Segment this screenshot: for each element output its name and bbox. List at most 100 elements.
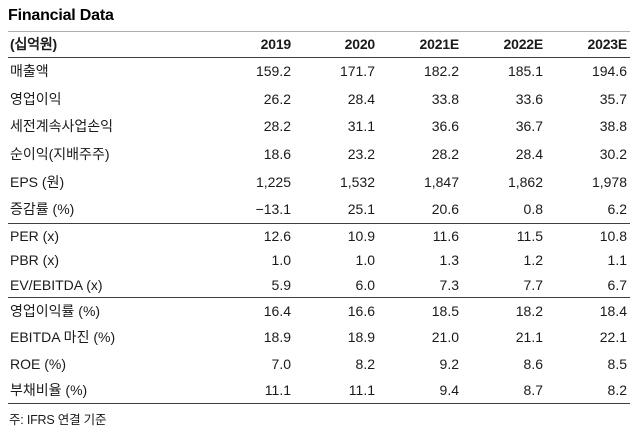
value-cell: 16.6 — [347, 303, 375, 320]
row-label: PER (x) — [10, 227, 59, 244]
financial-table: (십억원) 2019 2020 2021E 2022E 2023E 매출액 15… — [8, 32, 630, 405]
table-body: 매출액 159.2 171.7 182.2 185.1 194.6 영업이익 2… — [8, 57, 630, 405]
value-cell: 185.1 — [507, 63, 543, 80]
value-cell: 20.6 — [378, 195, 462, 224]
unit-label: (십억원) — [8, 32, 210, 58]
table-footnote: 주: IFRS 연결 기준 — [9, 413, 107, 428]
column-header-2020: 2020 — [294, 32, 378, 58]
page-title: Financial Data — [8, 7, 114, 24]
value-cell: 18.9 — [347, 329, 375, 346]
value-cell: 9.2 — [439, 355, 459, 372]
column-header-2021e: 2021E — [378, 32, 462, 58]
table-row-eps: EPS (원) 1,225 1,532 1,847 1,862 1,978 — [8, 168, 630, 196]
value-cell: 1,978 — [591, 173, 627, 190]
value-cell: 23.2 — [347, 145, 375, 162]
table-header: (십억원) 2019 2020 2021E 2022E 2023E — [8, 32, 630, 58]
value-cell: 18.6 — [263, 145, 291, 162]
value-cell: 28.4 — [347, 90, 375, 107]
value-cell: 7.3 — [378, 272, 462, 299]
value-cell: 21.0 — [431, 329, 459, 346]
table-row-pbr: PBR (x) 1.0 1.0 1.3 1.2 1.1 — [8, 248, 630, 273]
value-cell: 8.2 — [546, 377, 630, 405]
row-label: 부채비율 (%) — [8, 377, 210, 405]
row-label: EBITDA 마진 (%) — [10, 329, 116, 346]
value-cell: 182.2 — [423, 63, 459, 80]
value-cell: 8.5 — [607, 355, 627, 372]
value-cell: 18.9 — [263, 329, 291, 346]
value-cell: 30.2 — [599, 145, 627, 162]
row-label: PBR (x) — [10, 252, 59, 269]
value-cell: 10.9 — [347, 227, 375, 244]
value-cell: 25.1 — [294, 195, 378, 224]
table-row-pretax-income: 세전계속사업손익 28.2 31.1 36.6 36.7 38.8 — [8, 112, 630, 140]
row-label: 증감률 (%) — [8, 195, 210, 224]
value-cell: 11.5 — [516, 227, 543, 244]
row-label: EPS (원) — [10, 173, 65, 190]
value-cell: 7.0 — [271, 355, 291, 372]
value-cell: 8.7 — [462, 377, 546, 405]
value-cell: 11.1 — [294, 377, 378, 405]
value-cell: 33.8 — [431, 90, 459, 107]
value-cell: 6.0 — [294, 272, 378, 299]
value-cell: 1.1 — [607, 252, 627, 269]
value-cell: 1,847 — [423, 173, 459, 190]
row-label: 영업이익 — [10, 90, 62, 107]
value-cell: 0.8 — [462, 195, 546, 224]
value-cell: 21.1 — [515, 329, 543, 346]
value-cell: 11.1 — [210, 377, 294, 405]
value-cell: 7.7 — [462, 272, 546, 299]
value-cell: 8.6 — [523, 355, 543, 372]
value-cell: 1.0 — [355, 252, 375, 269]
value-cell: 36.7 — [515, 118, 543, 135]
column-header-2023e: 2023E — [546, 32, 630, 58]
column-header-2019: 2019 — [210, 32, 294, 58]
row-label: 세전계속사업손익 — [10, 118, 114, 135]
value-cell: 1.2 — [523, 252, 543, 269]
value-cell: 35.7 — [599, 90, 627, 107]
table-row-operating-profit: 영업이익 26.2 28.4 33.8 33.6 35.7 — [8, 85, 630, 113]
value-cell: 11.6 — [432, 227, 459, 244]
table-row-roe: ROE (%) 7.0 8.2 9.2 8.6 8.5 — [8, 351, 630, 378]
value-cell: 159.2 — [255, 63, 291, 80]
value-cell: 18.2 — [515, 303, 543, 320]
value-cell: 9.4 — [378, 377, 462, 405]
value-cell: 194.6 — [591, 63, 627, 80]
value-cell: 5.9 — [210, 272, 294, 299]
value-cell: 38.8 — [599, 118, 627, 135]
table-row-ebitda-margin: EBITDA 마진 (%) 18.9 18.9 21.0 21.1 22.1 — [8, 324, 630, 351]
header-row: (십억원) 2019 2020 2021E 2022E 2023E — [8, 32, 630, 58]
column-header-2022e: 2022E — [462, 32, 546, 58]
value-cell: 33.6 — [515, 90, 543, 107]
value-cell: 1,862 — [507, 173, 543, 190]
value-cell: 1.0 — [271, 252, 291, 269]
value-cell: 6.7 — [546, 272, 630, 299]
row-label: 매출액 — [10, 63, 49, 80]
value-cell: 8.2 — [355, 355, 375, 372]
table-row-revenue: 매출액 159.2 171.7 182.2 185.1 194.6 — [8, 57, 630, 85]
value-cell: −13.1 — [210, 195, 294, 224]
value-cell: 26.2 — [263, 90, 291, 107]
value-cell: 171.7 — [339, 63, 375, 80]
value-cell: 18.5 — [431, 303, 459, 320]
value-cell: 1,225 — [255, 173, 291, 190]
table-row-net-income: 순이익(지배주주) 18.6 23.2 28.2 28.4 30.2 — [8, 140, 630, 168]
table-row-eps-growth: 증감률 (%) −13.1 25.1 20.6 0.8 6.2 — [8, 195, 630, 224]
value-cell: 12.6 — [263, 227, 291, 244]
value-cell: 28.2 — [431, 145, 459, 162]
value-cell: 18.4 — [599, 303, 627, 320]
value-cell: 16.4 — [263, 303, 291, 320]
table-row-per: PER (x) 12.6 10.9 11.6 11.5 10.8 — [8, 223, 630, 248]
value-cell: 31.1 — [347, 118, 375, 135]
value-cell: 10.8 — [599, 227, 627, 244]
row-label: 영업이익률 (%) — [10, 303, 101, 320]
row-label: ROE (%) — [10, 355, 66, 372]
value-cell: 1.3 — [439, 252, 459, 269]
value-cell: 36.6 — [431, 118, 459, 135]
table-row-operating-margin: 영업이익률 (%) 16.4 16.6 18.5 18.2 18.4 — [8, 298, 630, 325]
value-cell: 28.2 — [263, 118, 291, 135]
table-row-ev-ebitda: EV/EBITDA (x) 5.9 6.0 7.3 7.7 6.7 — [8, 272, 630, 299]
table-row-debt-ratio: 부채비율 (%) 11.1 11.1 9.4 8.7 8.2 — [8, 377, 630, 405]
value-cell: 28.4 — [515, 145, 543, 162]
row-label: 순이익(지배주주) — [10, 145, 110, 162]
